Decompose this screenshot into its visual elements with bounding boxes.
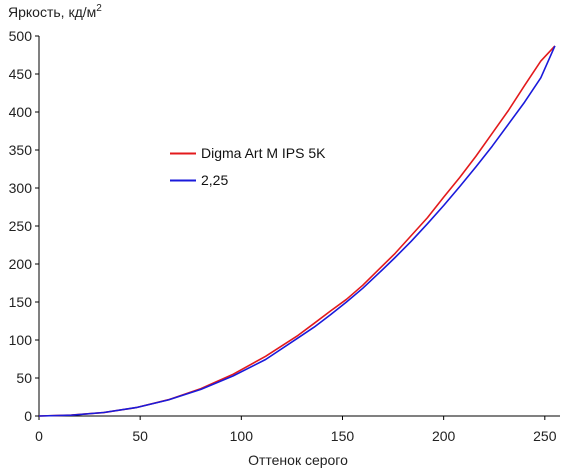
y-tick-label: 300 <box>9 180 33 196</box>
x-tick-label: 100 <box>230 428 254 444</box>
y-tick-label: 400 <box>9 104 33 120</box>
y-tick-label: 150 <box>9 294 33 310</box>
y-axis-title-main: Яркость, кд/м <box>8 4 96 20</box>
y-tick-label: 50 <box>16 370 32 386</box>
legend: Digma Art M IPS 5K 2,25 <box>170 145 326 188</box>
x-tick-label: 250 <box>533 428 557 444</box>
y-tick-label: 500 <box>9 28 33 44</box>
y-tick-label: 200 <box>9 256 33 272</box>
y-tick-label: 100 <box>9 332 33 348</box>
y-axis-title-sup: 2 <box>96 3 102 14</box>
y-tick-label: 250 <box>9 218 33 234</box>
y-tick-label: 350 <box>9 142 33 158</box>
x-tick-label: 150 <box>331 428 355 444</box>
series-line-digma <box>38 45 556 417</box>
y-tick-label: 450 <box>9 66 33 82</box>
y-ticks: 0 50 100 150 200 250 300 350 400 450 500 <box>9 28 39 424</box>
x-tick-label: 50 <box>132 428 148 444</box>
x-tick-label: 200 <box>432 428 456 444</box>
legend-label-gamma: 2,25 <box>201 172 228 188</box>
series-line-gamma <box>38 45 556 417</box>
x-tick-label: 0 <box>35 428 43 444</box>
y-axis-title: Яркость, кд/м2 <box>8 3 102 20</box>
x-axis-title: Оттенок серого <box>248 452 348 468</box>
x-ticks: 0 50 100 150 200 250 <box>35 416 557 444</box>
legend-label-digma: Digma Art M IPS 5K <box>201 145 326 161</box>
y-tick-label: 0 <box>24 408 32 424</box>
series-lines <box>38 45 556 417</box>
